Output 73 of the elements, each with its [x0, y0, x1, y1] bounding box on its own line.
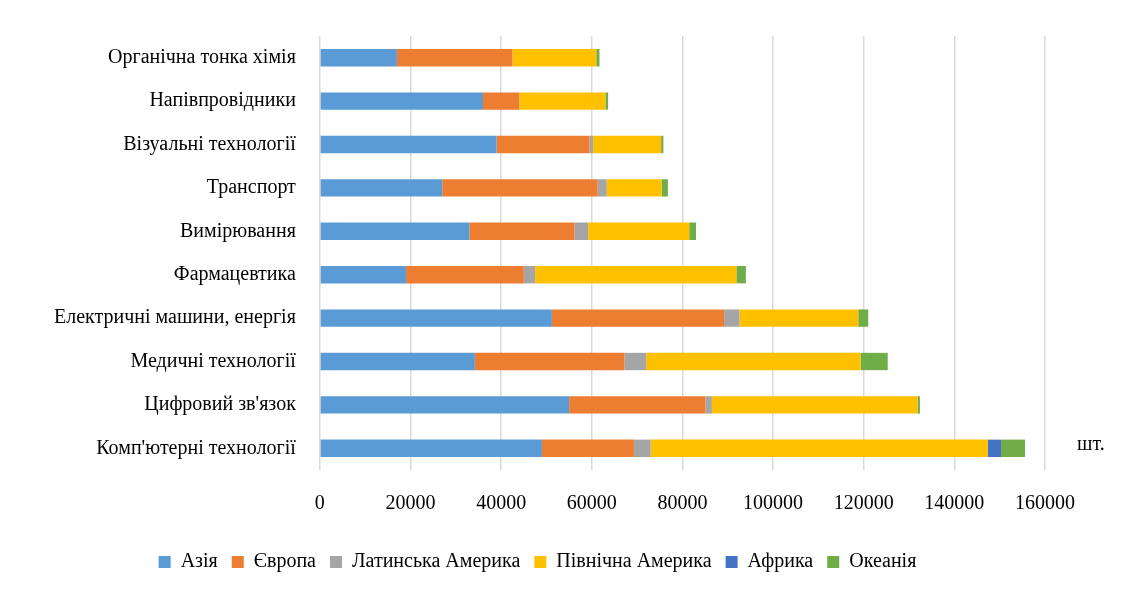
bar — [320, 49, 397, 67]
bar — [661, 179, 668, 197]
legend-label: Латинська Америка — [351, 549, 521, 573]
bar — [646, 352, 861, 371]
y-tick-label: Органічна тонка хімія — [107, 44, 296, 68]
bar — [574, 222, 589, 240]
bar — [689, 222, 697, 240]
bar — [320, 222, 470, 240]
bar — [535, 266, 737, 284]
bar — [633, 439, 651, 457]
bar — [320, 266, 406, 284]
y-tick-label: Фармацевтика — [173, 261, 296, 285]
bar — [596, 49, 600, 67]
x-tick-label: 80000 — [657, 491, 708, 514]
legend-label: Азія — [180, 549, 218, 572]
bar — [705, 396, 712, 414]
bar — [917, 396, 920, 414]
bar — [860, 352, 888, 371]
bar — [987, 439, 1002, 457]
bar — [396, 49, 513, 67]
bar — [624, 352, 647, 371]
y-tick-label: Візуальні технології — [123, 131, 297, 155]
bar — [724, 309, 740, 327]
bar — [320, 135, 497, 154]
x-tick-label: 140000 — [924, 491, 985, 514]
bar — [474, 352, 625, 371]
bar — [597, 179, 607, 197]
x-tick-label: 20000 — [385, 491, 436, 514]
x-tick-label: 60000 — [566, 491, 617, 514]
x-tick-label: 160000 — [1015, 491, 1075, 514]
legend-label: Північна Америка — [556, 549, 712, 573]
x-axis-title: шт. — [1077, 432, 1105, 455]
bar — [512, 49, 597, 67]
legend-label: Океанія — [849, 549, 917, 572]
bar — [739, 309, 859, 327]
bar — [483, 92, 520, 110]
bar — [523, 266, 536, 284]
bar — [569, 396, 706, 414]
bar — [320, 92, 484, 110]
x-tick-label: 100000 — [743, 491, 804, 514]
bar — [469, 222, 575, 240]
x-tick-label: 120000 — [833, 491, 894, 514]
bar — [320, 352, 475, 371]
y-tick-label: Цифровий зв'язок — [144, 392, 297, 416]
bar — [593, 135, 662, 154]
bar — [320, 396, 570, 414]
bar — [1001, 439, 1026, 457]
bar — [736, 266, 746, 284]
y-tick-label: Комп'ютерні технології — [96, 435, 297, 459]
y-tick-label: Електричні машини, енергія — [54, 305, 296, 329]
bar — [320, 439, 542, 457]
bar — [711, 396, 918, 414]
bar — [519, 92, 606, 110]
legend-label: Африка — [747, 549, 814, 573]
y-tick-label: Напівпровідники — [149, 88, 297, 112]
bar — [606, 179, 662, 197]
bar — [442, 179, 598, 197]
bar — [405, 266, 524, 284]
bar — [858, 309, 869, 327]
bar — [588, 222, 690, 240]
y-tick-label: Вимірювання — [180, 218, 296, 242]
x-tick-label: 0 — [314, 491, 325, 514]
bar — [605, 92, 609, 110]
y-tick-label: Медичні технології — [130, 348, 297, 372]
legend-label: Європа — [253, 549, 317, 573]
bar — [320, 309, 552, 327]
bar — [551, 309, 725, 327]
bar — [496, 135, 590, 154]
bar — [320, 179, 443, 197]
bar — [650, 439, 988, 457]
bar — [541, 439, 634, 457]
y-tick-label: Транспорт — [206, 175, 297, 199]
x-tick-label: 40000 — [476, 491, 527, 514]
